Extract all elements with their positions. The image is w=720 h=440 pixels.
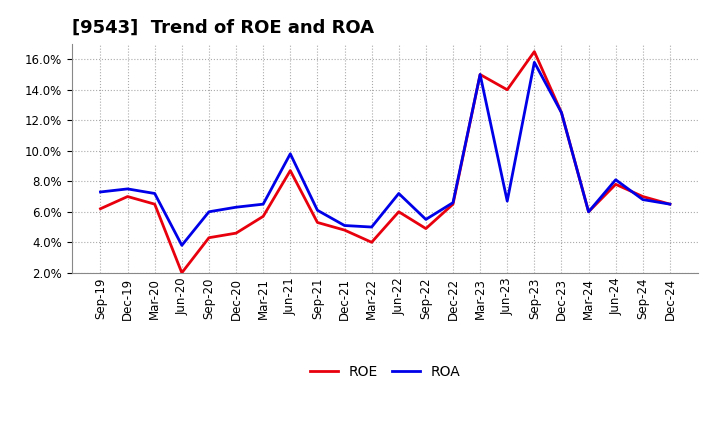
ROA	[178, 243, 186, 248]
ROE	[204, 235, 213, 240]
Legend: ROE, ROA: ROE, ROA	[305, 360, 466, 385]
ROA	[96, 189, 105, 194]
ROE	[150, 202, 159, 207]
ROA	[639, 197, 647, 202]
ROE	[584, 209, 593, 214]
ROE	[421, 226, 430, 231]
ROA	[557, 110, 566, 115]
ROA	[367, 224, 376, 230]
ROA	[611, 177, 620, 183]
ROA	[530, 60, 539, 65]
ROA	[313, 208, 322, 213]
ROE	[449, 202, 457, 207]
ROE	[286, 168, 294, 173]
ROA	[421, 217, 430, 222]
ROE	[259, 214, 268, 219]
ROA	[286, 151, 294, 157]
ROE	[341, 227, 349, 233]
ROE	[530, 49, 539, 54]
ROA	[395, 191, 403, 196]
ROE	[178, 270, 186, 275]
ROE	[665, 202, 674, 207]
ROE	[232, 231, 240, 236]
ROA	[204, 209, 213, 214]
ROA	[449, 200, 457, 205]
ROA	[232, 205, 240, 210]
ROE	[96, 206, 105, 211]
ROA	[259, 202, 268, 207]
ROE	[367, 240, 376, 245]
ROA	[341, 223, 349, 228]
ROE	[476, 72, 485, 77]
Line: ROE: ROE	[101, 51, 670, 273]
ROE	[611, 182, 620, 187]
ROE	[639, 194, 647, 199]
Text: [9543]  Trend of ROE and ROA: [9543] Trend of ROE and ROA	[72, 19, 374, 37]
ROA	[503, 198, 511, 204]
ROE	[557, 110, 566, 115]
ROA	[150, 191, 159, 196]
ROA	[665, 202, 674, 207]
ROE	[313, 220, 322, 225]
ROA	[123, 186, 132, 191]
ROE	[503, 87, 511, 92]
Line: ROA: ROA	[101, 62, 670, 246]
ROE	[395, 209, 403, 214]
ROA	[584, 209, 593, 214]
ROE	[123, 194, 132, 199]
ROA	[476, 72, 485, 77]
